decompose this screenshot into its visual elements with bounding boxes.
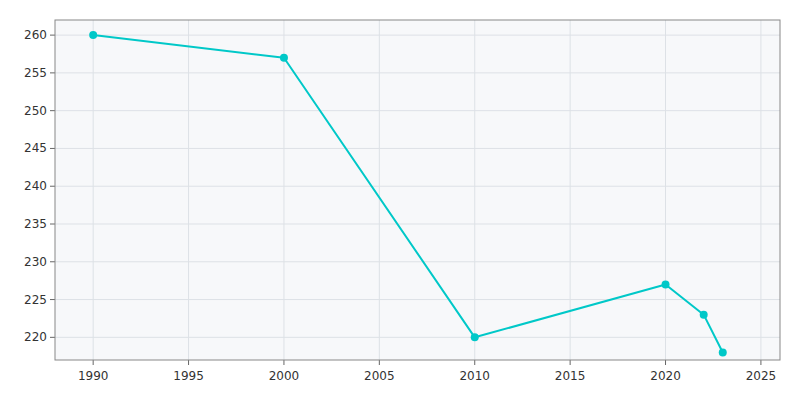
y-tick-label: 255 [24, 66, 47, 80]
y-tick-label: 235 [24, 217, 47, 231]
x-tick-label: 2005 [364, 369, 395, 383]
y-tick [50, 148, 55, 149]
x-tick-label: 2025 [746, 369, 777, 383]
y-tick [50, 224, 55, 225]
x-tick [760, 360, 761, 365]
y-tick-label: 220 [24, 330, 47, 344]
plot-background [55, 20, 780, 360]
x-grid-line [379, 20, 380, 360]
x-grid-line [570, 20, 571, 360]
point [89, 31, 97, 39]
x-tick [474, 360, 475, 365]
y-grid-line [55, 110, 780, 111]
x-tick [570, 360, 571, 365]
x-tick-label: 1990 [78, 369, 109, 383]
y-tick-label: 225 [24, 293, 47, 307]
x-tick [379, 360, 380, 365]
y-tick-label: 250 [24, 104, 47, 118]
point [719, 348, 727, 356]
data-layer [89, 31, 727, 356]
x-tick [283, 360, 284, 365]
y-grid-line [55, 299, 780, 300]
x-tick-label: 2000 [269, 369, 300, 383]
y-tick [50, 299, 55, 300]
y-tick [50, 261, 55, 262]
y-tick-label: 245 [24, 141, 47, 155]
x-tick [188, 360, 189, 365]
x-grid-line [665, 20, 666, 360]
y-tick [50, 186, 55, 187]
y-tick [50, 110, 55, 111]
x-tick-label: 2020 [650, 369, 681, 383]
plot-frame [55, 20, 780, 360]
x-grid-line [760, 20, 761, 360]
x-tick-label: 2010 [459, 369, 490, 383]
y-grid-line [55, 148, 780, 149]
x-grid-line [283, 20, 284, 360]
chart: 1990 1995 2000 2005 2010 2015 2020 2025 220 225 23… [0, 0, 800, 400]
point [280, 54, 288, 62]
point [662, 280, 670, 288]
y-tick-label: 260 [24, 28, 47, 42]
y-tick [50, 72, 55, 73]
y-tick [50, 337, 55, 338]
x-grid-line [93, 20, 94, 360]
point [471, 333, 479, 341]
chart-container: 1990 1995 2000 2005 2010 2015 2020 2025 220 225 23… [0, 0, 800, 400]
x-grid-line [188, 20, 189, 360]
y-tick-label: 240 [24, 179, 47, 193]
point [700, 311, 708, 319]
y-tick [50, 35, 55, 36]
y-grid-line [55, 261, 780, 262]
axes: 1990 1995 2000 2005 2010 2015 2020 2025 220 225 23… [24, 28, 776, 383]
y-grid-line [55, 186, 780, 187]
line [93, 35, 723, 352]
y-grid-line [55, 35, 780, 36]
grid [55, 20, 780, 360]
x-tick-label: 2015 [555, 369, 586, 383]
y-tick-label: 230 [24, 255, 47, 269]
y-grid-line [55, 224, 780, 225]
y-grid-line [55, 72, 780, 73]
x-tick [665, 360, 666, 365]
x-tick [93, 360, 94, 365]
y-grid-line [55, 337, 780, 338]
x-tick-label: 1995 [173, 369, 204, 383]
x-grid-line [474, 20, 475, 360]
